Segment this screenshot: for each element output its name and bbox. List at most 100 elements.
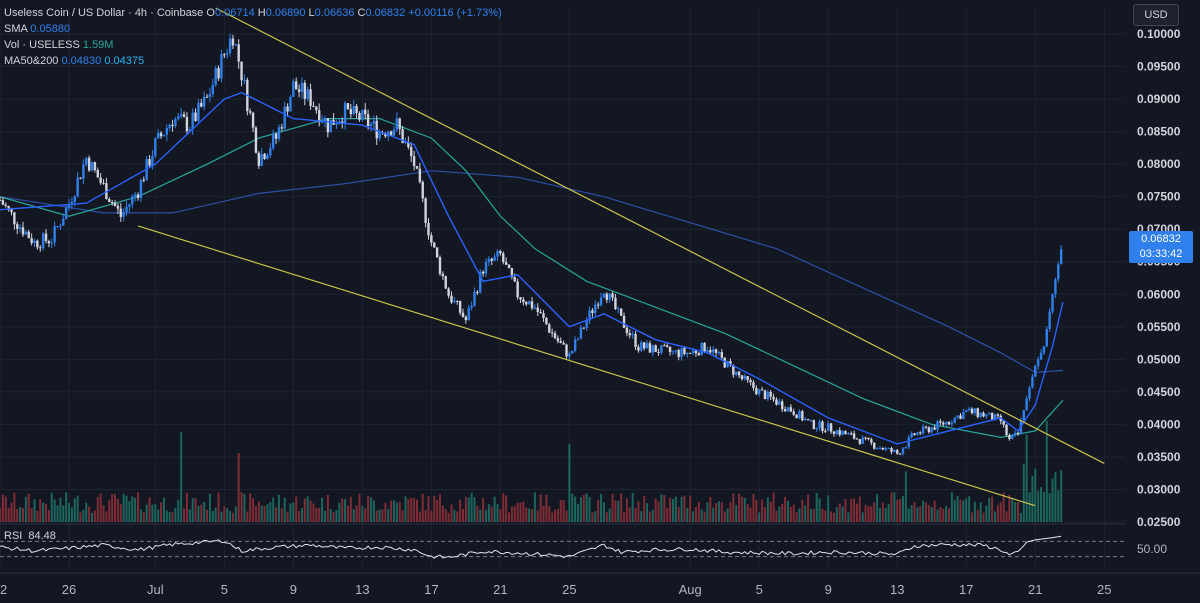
volume-bar [269, 502, 272, 522]
candle-body [185, 116, 189, 132]
volume-bar [804, 505, 807, 522]
volume-bar [735, 505, 738, 522]
candle-body [410, 147, 413, 157]
candle-body [654, 345, 657, 352]
volume-bar [663, 495, 666, 522]
volume-bar [85, 502, 88, 522]
candle-body [151, 155, 154, 166]
volume-bar [352, 509, 355, 522]
volume-bar [361, 506, 364, 522]
legend-ma-row[interactable]: MA50&200 0.04830 0.04375 [4, 53, 502, 69]
volume-bar [959, 499, 962, 522]
volume-bar [306, 496, 309, 522]
volume-bar [22, 507, 25, 522]
volume-bar [200, 504, 203, 522]
candle-body [220, 54, 223, 79]
volume-bar [548, 505, 551, 522]
rsi-legend[interactable]: RSI 84.48 [4, 530, 56, 542]
candle-body [565, 344, 568, 357]
volume-bar [62, 505, 65, 522]
volume-bar [99, 493, 102, 522]
candle-body [260, 153, 263, 166]
volume-bar [479, 509, 482, 522]
volume-bar [651, 509, 654, 522]
candle-body [786, 407, 790, 412]
volume-bar [562, 500, 565, 522]
candle-body [706, 350, 709, 352]
volume-bar [1034, 468, 1037, 522]
volume-bar [335, 510, 338, 522]
candle-body [599, 297, 603, 306]
volume-bar [254, 506, 257, 522]
candle-body [493, 256, 496, 261]
volume-bar [835, 507, 838, 522]
volume-bar [531, 509, 534, 522]
candle-body [133, 194, 137, 197]
candle-body [832, 431, 836, 435]
candle-body [1008, 435, 1011, 439]
volume-bar [214, 507, 217, 522]
volume-bar [528, 508, 531, 522]
volume-bar [211, 511, 214, 522]
volume-bar [344, 499, 347, 522]
volume-bar [122, 493, 125, 522]
candle-body [139, 179, 143, 198]
candle-body [16, 224, 19, 229]
volume-bar [111, 494, 114, 522]
volume-bar [792, 504, 795, 522]
candle-body [205, 96, 209, 98]
candle-body [548, 324, 551, 333]
volume-bar [930, 506, 933, 522]
legend-sma-row[interactable]: SMA 0.05880 [4, 21, 502, 37]
candle-body [818, 421, 821, 429]
volume-bar [996, 505, 999, 522]
candle-body [758, 389, 761, 395]
volume-bar [47, 510, 50, 522]
volume-bar [821, 508, 824, 522]
volume-bar [105, 511, 108, 522]
candle-body [562, 342, 565, 345]
candle-body [864, 437, 867, 439]
volume-bar [303, 498, 306, 522]
volume-bar [660, 494, 663, 522]
candle-body [21, 227, 25, 235]
volume-bar [1054, 471, 1057, 522]
candle-body [1039, 352, 1043, 360]
volume-bar [1028, 492, 1031, 522]
candle-body [703, 342, 706, 352]
volume-bar [323, 510, 326, 522]
symbol-title[interactable]: Useless Coin / US Dollar · 4h · Coinbase [4, 7, 204, 19]
volume-bar [496, 504, 499, 522]
price-axis[interactable]: 0.10000 0.09500 0.09000 0.08500 0.08000 0.075… [1126, 0, 1200, 603]
candle-body [99, 177, 102, 183]
volume-bar [887, 503, 890, 522]
candle-body [542, 313, 545, 319]
volume-bar [470, 492, 473, 522]
candle-body [453, 300, 456, 303]
volume-bar [611, 493, 614, 522]
candle-body [430, 235, 433, 243]
time-axis[interactable]: 22 26 Jul 5 9 13 17 21 25 Aug 5 9 13 17 21 25 [0, 572, 1200, 597]
candle-body [200, 102, 203, 107]
candle-body [424, 198, 427, 223]
legend-volume-row[interactable]: Vol · USELESS 1.59M [4, 37, 502, 53]
volume-bar [427, 496, 430, 522]
currency-button[interactable]: USD [1133, 4, 1179, 26]
volume-bar [283, 497, 286, 522]
volume-bar [761, 499, 764, 522]
volume-bar [93, 510, 96, 522]
volume-bar [387, 509, 390, 522]
volume-bar [525, 507, 528, 522]
candle-body [352, 106, 355, 115]
candle-body [208, 94, 212, 97]
candle-body [870, 439, 873, 443]
candle-body [159, 132, 163, 137]
volume-bar [927, 505, 930, 522]
volume-bar [145, 504, 148, 522]
volume-bar [689, 495, 692, 522]
volume-bar [585, 493, 588, 522]
volume-bar [45, 503, 48, 522]
volume-bar [945, 505, 948, 522]
volume-bar [631, 492, 634, 522]
